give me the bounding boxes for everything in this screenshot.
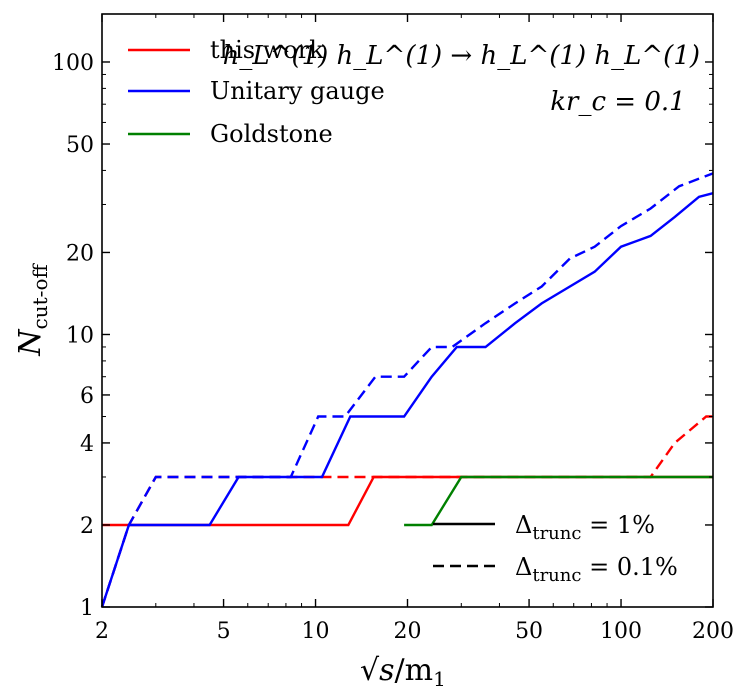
x-tick-label: 10 (302, 619, 330, 644)
series-legend: this work Unitary gauge Goldstone (128, 36, 385, 148)
x-tick-label: 100 (600, 619, 642, 644)
process-annotation: h_L^(1) h_L^(1) → h_L^(1) h_L^(1) (223, 41, 700, 71)
legend-label-goldstone: Goldstone (210, 120, 333, 148)
series-line-unitary-gauge-solid (100, 192, 714, 608)
x-tick-label: 50 (515, 619, 543, 644)
plot-lines (100, 172, 714, 608)
x-tick-label: 5 (217, 619, 231, 644)
x-tick-label: 2 (95, 619, 109, 644)
y-tick-label: 10 (66, 323, 94, 348)
style-legend-solid-label: Δtrunc = 1% (515, 511, 655, 544)
legend-label-unitary-gauge: Unitary gauge (210, 77, 385, 105)
y-tick-label: 2 (80, 514, 94, 539)
x-tick-label: 20 (394, 619, 422, 644)
y-tick-label: 20 (66, 241, 94, 266)
parameter-annotation: kr_c = 0.1 (550, 87, 685, 117)
y-tick-label: 6 (80, 384, 94, 409)
series-line-goldstone-solid (404, 475, 713, 527)
series-line-unitary-gauge-dashed (100, 172, 714, 608)
y-tick-label: 50 (66, 133, 94, 158)
x-tick-label: 200 (692, 619, 734, 644)
style-legend-dashed-label: Δtrunc = 0.1% (515, 553, 678, 586)
y-tick-label: 4 (80, 432, 94, 457)
y-tick-label: 1 (80, 596, 94, 621)
y-axis-title: Ncut-off (13, 263, 52, 357)
style-legend: Δtrunc = 1% Δtrunc = 0.1% (433, 511, 678, 586)
x-axis-title: √s/m1 (360, 653, 446, 691)
y-tick-label: 100 (52, 51, 94, 76)
legend-label-this-work: this work (210, 36, 324, 64)
